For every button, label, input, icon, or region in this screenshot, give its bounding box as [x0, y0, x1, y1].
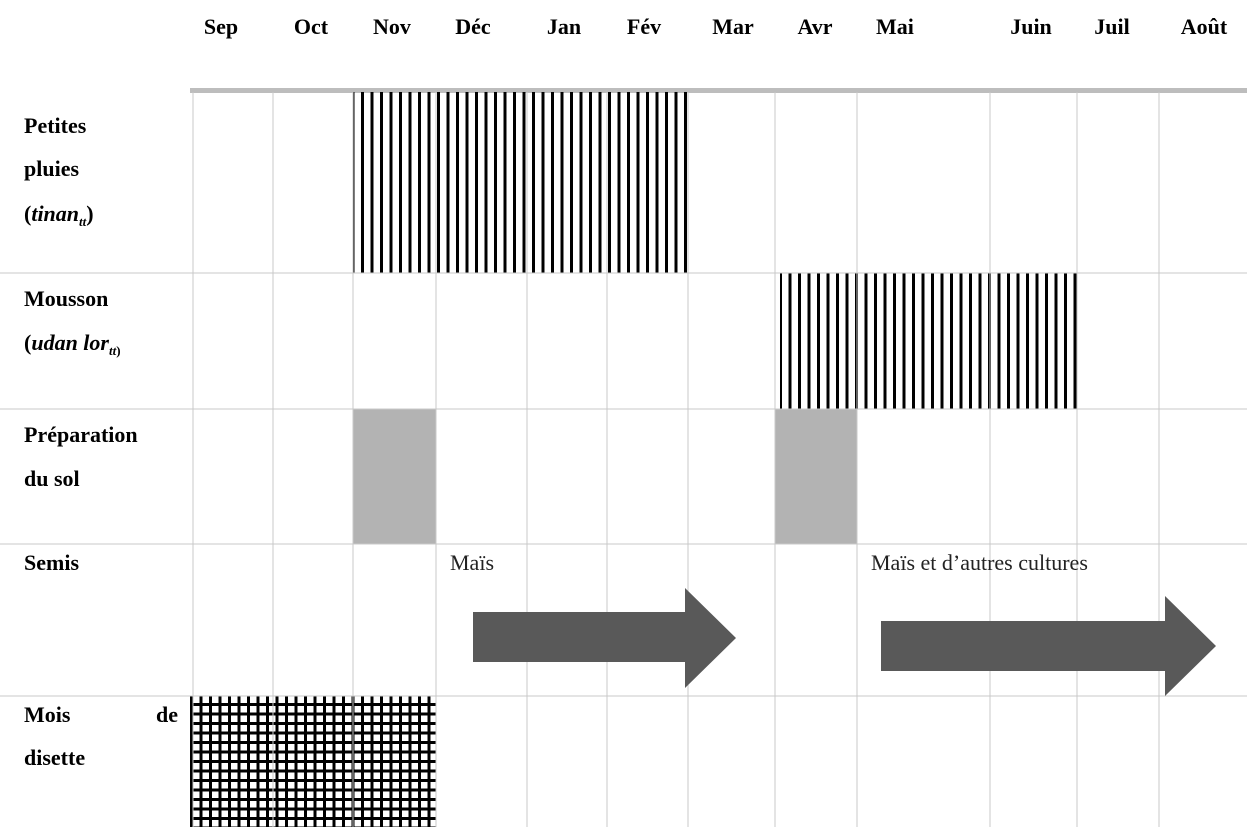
- semis-note-mais: Maïs: [450, 550, 494, 575]
- month-header-mar: Mar: [712, 14, 754, 39]
- semis-note-mais-autres: Maïs et d’autres cultures: [871, 550, 1088, 575]
- month-header-fev: Fév: [627, 14, 661, 39]
- preparation-bar-nov: [353, 409, 436, 544]
- month-header-dec: Déc: [455, 14, 491, 39]
- month-header-mai: Mai: [876, 14, 914, 39]
- row-label-line: disette: [24, 745, 85, 770]
- row-label-disette: Mois de disette: [24, 702, 178, 770]
- paren-close: ): [86, 201, 93, 226]
- row-label-preparation: Préparation du sol: [24, 422, 138, 491]
- row-label-line: Mois: [24, 702, 71, 727]
- paren-close: ): [116, 343, 120, 358]
- disette-bar: [190, 696, 436, 827]
- month-header-juin: Juin: [1010, 14, 1052, 39]
- row-label-line: Mousson: [24, 286, 108, 311]
- grid-lines: [0, 92, 1247, 827]
- month-header-avr: Avr: [797, 14, 832, 39]
- preparation-bar-avr: [775, 409, 857, 544]
- local-term-subscript: tt: [79, 214, 87, 229]
- local-term: udan lor: [31, 330, 109, 355]
- row-label-line: (tinantt): [24, 201, 94, 229]
- row-label-line: Petites: [24, 113, 87, 138]
- local-term-subscript: tt: [109, 343, 117, 358]
- month-header: Sep Oct Nov Déc Jan Fév Mar Avr Mai Juin…: [204, 14, 1228, 39]
- header-rule: [190, 88, 1247, 93]
- row-label-semis: Semis: [24, 550, 79, 575]
- month-header-oct: Oct: [294, 14, 329, 39]
- paren-open: (: [24, 330, 31, 355]
- arrow-right-icon: [881, 596, 1216, 696]
- row-label-petites-pluies: Petites pluies (tinantt): [24, 113, 94, 229]
- paren-open: (: [24, 201, 31, 226]
- row-label-line: du sol: [24, 466, 80, 491]
- row-label-line: (udan lortt): [24, 330, 121, 358]
- month-header-juil: Juil: [1094, 14, 1129, 39]
- month-header-sep: Sep: [204, 14, 238, 39]
- row-label-line: Semis: [24, 550, 79, 575]
- petites-pluies-bar: [353, 92, 689, 273]
- month-header-aout: Août: [1181, 14, 1228, 39]
- row-label-line: de: [156, 702, 178, 727]
- local-term: tinan: [31, 201, 79, 226]
- row-label-mousson: Mousson (udan lortt): [24, 286, 121, 358]
- row-label-line: Préparation: [24, 422, 138, 447]
- month-header-jan: Jan: [547, 14, 581, 39]
- row-label-line: pluies: [24, 156, 79, 181]
- month-header-nov: Nov: [373, 14, 411, 39]
- arrow-right-icon: [473, 588, 736, 688]
- mousson-bar: [780, 273, 1077, 409]
